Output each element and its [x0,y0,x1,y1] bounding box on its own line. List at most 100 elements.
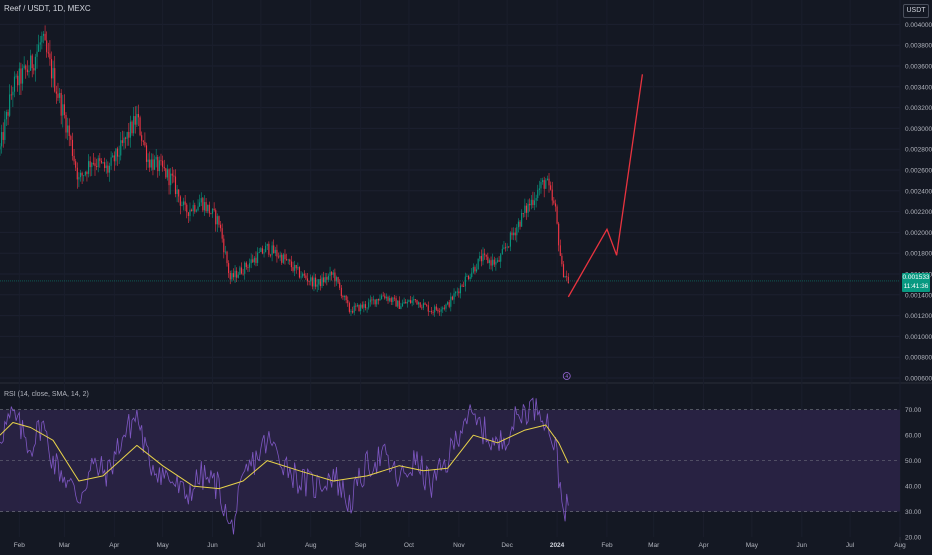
candle-body [371,299,373,301]
price-tick-label: 0.004000 [905,22,932,29]
candle-body [434,306,436,313]
candle-body [437,309,439,312]
candle [62,94,64,128]
candle [76,162,78,189]
candle [363,301,365,313]
candle-body [364,304,367,309]
candle-body [566,276,568,278]
candle-body [374,299,376,305]
candle-body [79,172,82,178]
candle [34,53,36,82]
candle [215,208,217,232]
candle-body [84,171,86,176]
candle-body [110,157,112,166]
candle-body [41,35,43,43]
candle-body [401,303,404,307]
candle-body [318,279,320,285]
candle [13,71,16,98]
candle [393,295,396,302]
candle [545,178,547,189]
candle [358,304,360,312]
candle [277,252,280,259]
candle [353,302,355,316]
candle-body [166,169,169,178]
candle-body [292,267,294,271]
candle-body [390,298,392,303]
currency-button[interactable]: USDT [903,4,929,18]
candle [361,301,363,310]
candle [10,85,12,100]
candle [372,295,375,305]
candle-body [104,162,106,169]
candle-body [464,276,466,287]
candle [5,109,8,127]
candle [248,258,251,272]
candle-body [558,223,560,246]
candle [181,201,183,207]
candle [414,298,416,303]
candle-body [120,140,122,156]
candle-body [511,232,513,236]
candle [508,246,510,249]
candle-body [453,293,455,300]
candle-body [260,248,262,252]
candle-body [100,160,102,163]
candle-body [311,277,313,287]
candle [44,25,46,41]
candle [513,227,515,241]
candle [33,64,35,75]
candle-body [389,298,391,301]
rsi-tick-label: 40.00 [905,484,922,491]
candle-body [332,272,334,275]
candle-body [524,205,526,214]
candle [205,198,207,213]
candle-body [360,304,362,312]
candle [133,107,135,137]
candle [445,303,447,312]
candle [546,175,548,181]
candle-body [250,259,252,264]
candle [471,268,473,279]
candle-body [506,246,508,248]
candle-body [381,295,383,299]
candle [501,244,503,255]
candle-body [63,104,65,115]
candle-body [537,189,539,199]
candle [405,299,407,304]
candle [266,243,268,251]
candle [163,159,165,172]
candle [141,131,143,146]
candle-body [49,53,51,60]
candle-body [131,121,133,134]
candle [448,299,450,309]
candle-body [352,311,354,313]
candle [160,153,162,166]
candle [398,296,400,310]
candle [36,44,38,69]
candle-body [245,262,247,268]
candle [26,60,28,76]
candle-body [17,75,19,86]
candle-body [211,208,214,214]
candle [464,272,466,292]
candle [567,273,569,284]
candle [49,40,51,66]
candle [450,292,452,312]
candle [67,117,69,141]
candle [187,212,189,223]
candle-body [553,200,555,204]
candle [480,249,482,267]
candle [100,158,102,165]
candle-body [107,165,109,173]
candle-body [327,275,330,280]
candle [558,221,560,252]
candle [231,270,233,282]
candle [38,34,40,52]
candle [191,208,193,212]
candle [397,300,399,308]
candle-body [105,165,107,169]
candle [438,308,441,316]
candle [292,261,294,273]
